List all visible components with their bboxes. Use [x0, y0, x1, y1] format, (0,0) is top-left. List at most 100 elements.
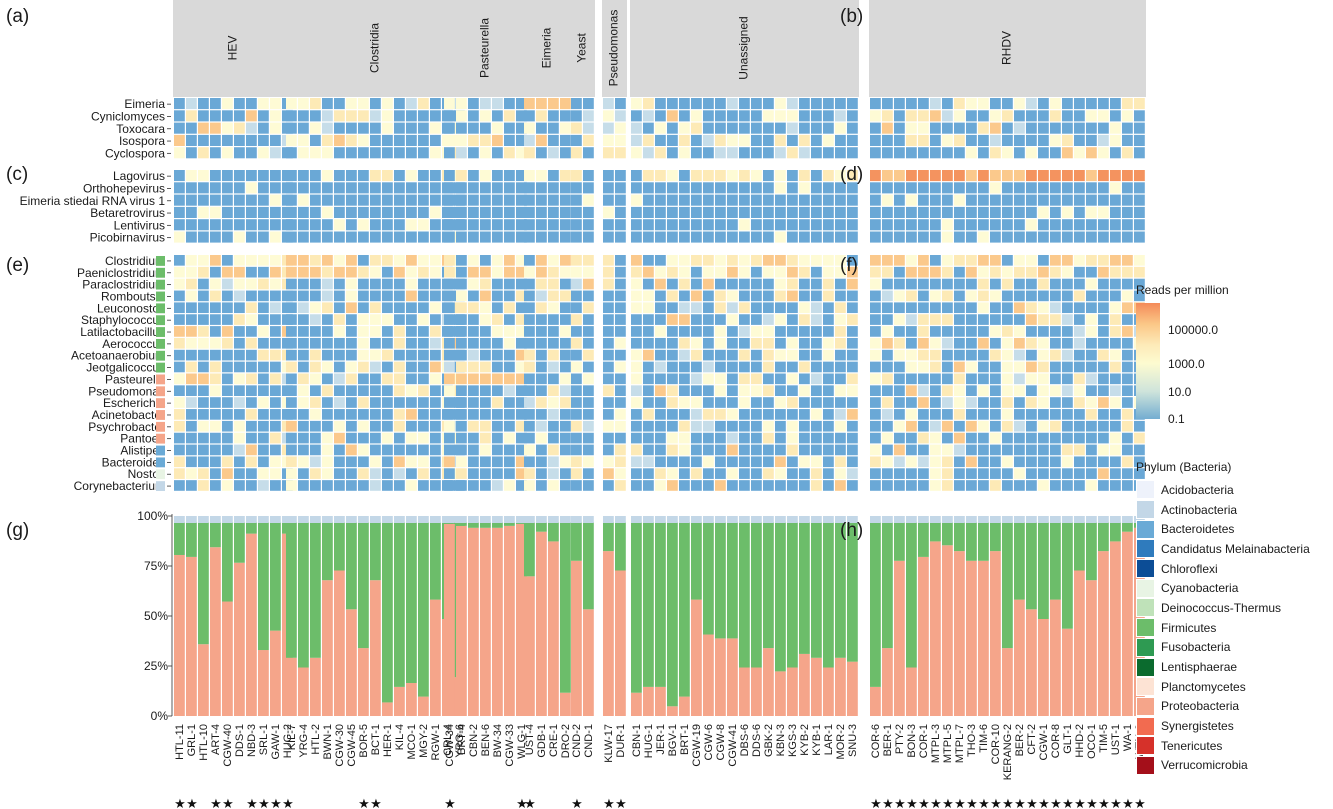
heatmap-cell — [643, 373, 654, 385]
heatmap-cell — [222, 314, 233, 325]
heatmap-cell — [246, 468, 257, 479]
row-phylum-marker — [156, 350, 165, 361]
heatmap-cell — [1086, 337, 1097, 349]
heatmap-cell — [583, 361, 594, 373]
heatmap-cell — [847, 110, 858, 122]
heatmap-cell — [174, 219, 185, 231]
heatmap-cell — [198, 182, 209, 194]
heatmap-cell — [1050, 456, 1061, 468]
bar-segment-proteobacteria — [1122, 531, 1133, 716]
heatmap-cell — [1026, 182, 1037, 194]
heatmap-cell — [1098, 219, 1109, 231]
bar-segment-actinobacteria — [430, 516, 441, 523]
heatmap-cell — [444, 290, 455, 302]
heatmap-cell — [1026, 373, 1037, 385]
heatmap-cell — [346, 206, 357, 218]
heatmap-cell — [1110, 255, 1121, 266]
heatmap-cell — [942, 231, 953, 243]
heatmap-cell — [870, 147, 881, 159]
heatmap-cell — [456, 432, 467, 444]
heatmap-cell — [966, 337, 977, 349]
heatmap-cell — [954, 147, 965, 159]
heatmap-cell — [918, 302, 929, 314]
heatmap-cell — [811, 480, 822, 491]
heatmap-cell — [1122, 147, 1133, 159]
heatmap-cell — [603, 480, 614, 491]
heatmap-cell — [715, 302, 726, 314]
heatmap-cell — [703, 182, 714, 194]
bar-segment-proteobacteria — [548, 541, 559, 716]
heatmap-cell — [1038, 98, 1049, 110]
heatmap-cell — [246, 182, 257, 194]
heatmap-cell — [246, 147, 257, 159]
bar-segment-proteobacteria — [787, 667, 798, 716]
sample-label: BER-1 — [882, 724, 894, 756]
heatmap-cell — [1086, 468, 1097, 479]
bar-segment-actinobacteria — [667, 516, 678, 523]
heatmap-cell — [394, 194, 405, 206]
heatmap-cell — [1014, 194, 1025, 206]
heatmap-cell — [583, 194, 594, 206]
heatmap-cell — [346, 302, 357, 314]
heatmap-cell — [870, 468, 881, 479]
heatmap-cell — [847, 468, 858, 479]
heatmap-cell — [799, 302, 810, 314]
heatmap-cell — [1110, 206, 1121, 218]
phylum-label: Deinococcus-Thermus — [1161, 600, 1282, 615]
heatmap-cell — [882, 219, 893, 231]
heatmap-cell — [811, 468, 822, 479]
heatmap-cell — [286, 480, 297, 491]
heatmap-cell — [1002, 349, 1013, 361]
heatmap-cell — [210, 194, 221, 206]
heatmap-cell — [186, 302, 197, 314]
heatmap-cell — [370, 110, 381, 122]
heatmap-cell — [631, 134, 642, 146]
heatmap-cell — [1086, 170, 1097, 182]
heatmap-cell — [270, 314, 281, 325]
heatmap-cell — [186, 98, 197, 110]
heatmap-cell — [480, 98, 491, 110]
bar-segment-firmicutes — [811, 522, 822, 658]
heatmap-cell — [370, 231, 381, 243]
heatmap-cell — [548, 122, 559, 134]
heatmap-cell — [787, 314, 798, 325]
heatmap-cell — [430, 456, 441, 468]
heatmap-cell — [882, 147, 893, 159]
heatmap-cell — [655, 409, 666, 420]
heatmap-cell — [246, 194, 257, 206]
heatmap-cell — [358, 219, 369, 231]
heatmap-cell — [990, 147, 1001, 159]
star-marker: ★ — [894, 797, 906, 809]
phylum-legend-item: Cyanobacteria — [1136, 578, 1331, 598]
heatmap-cell — [186, 255, 197, 266]
heatmap-cell — [310, 444, 321, 456]
phylum-swatch — [1136, 677, 1155, 697]
heatmap-cell — [894, 349, 905, 361]
bar-segment-actinobacteria — [548, 516, 559, 523]
bar-segment-firmicutes — [1062, 522, 1073, 629]
heatmap-cell — [751, 480, 762, 491]
heatmap-cell — [536, 98, 547, 110]
heatmap-cell — [763, 397, 774, 408]
heatmap-cell — [583, 456, 594, 468]
heatmap-cell — [1038, 278, 1049, 290]
heatmap-cell — [536, 134, 547, 146]
heatmap-cell — [174, 194, 185, 206]
star-marker: ★ — [516, 797, 528, 809]
heatmap-cell — [990, 170, 1001, 182]
bar-segment-proteobacteria — [1014, 599, 1025, 716]
heatmap-cell — [954, 480, 965, 491]
heatmap-cell — [894, 302, 905, 314]
heatmap-cell — [1062, 182, 1073, 194]
heatmap-cell — [906, 420, 917, 432]
heatmap-cell — [1050, 480, 1061, 491]
heatmap-cell — [1050, 385, 1061, 396]
heatmap-cell — [918, 373, 929, 385]
heatmap-cell — [418, 194, 429, 206]
heatmap-cell — [583, 420, 594, 432]
heatmap-cell — [468, 122, 479, 134]
heatmap-cell — [198, 397, 209, 408]
heatmap-cell — [787, 373, 798, 385]
colorbar-label: 100000.0 — [1168, 323, 1219, 337]
heatmap-cell — [504, 326, 515, 337]
